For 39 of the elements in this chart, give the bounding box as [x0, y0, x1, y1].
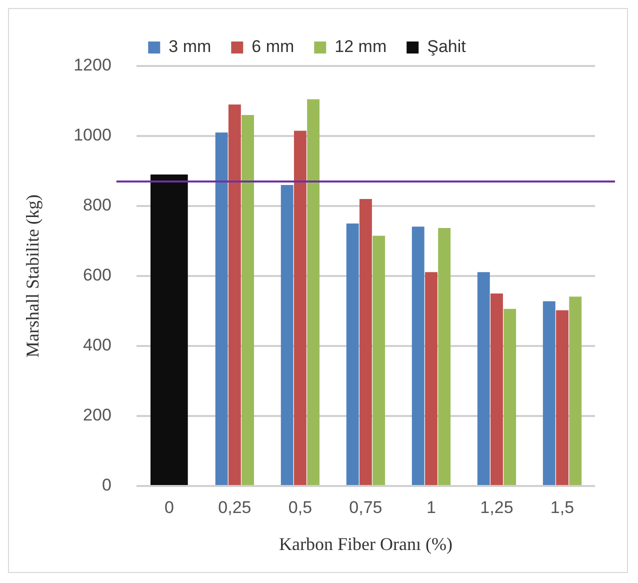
y-tick-label: 200	[83, 406, 112, 425]
bar	[280, 185, 294, 485]
y-tick-label: 400	[83, 336, 112, 355]
bar	[150, 174, 188, 485]
x-tick-label: 1,25	[480, 498, 514, 517]
bar	[490, 294, 503, 485]
bar	[215, 132, 228, 485]
bar	[372, 236, 386, 485]
bar	[504, 308, 516, 485]
bar	[294, 130, 306, 485]
legend-label: 12 mm	[334, 37, 387, 56]
x-tick-label: 1	[426, 498, 436, 517]
x-tick-label: 1,5	[550, 498, 574, 517]
legend-label: 3 mm	[168, 37, 212, 56]
bar	[477, 272, 490, 485]
y-tick-label: 800	[83, 196, 112, 215]
bar	[412, 226, 424, 485]
legend-label: Şahit	[427, 37, 466, 56]
y-tick-label: 0	[102, 476, 112, 495]
bar	[346, 224, 359, 485]
x-tick-label: 0	[164, 498, 174, 517]
bar	[542, 301, 556, 485]
x-axis-title: Karbon Fiber Oranı (%)	[278, 534, 452, 554]
legend-label: 6 mm	[252, 37, 294, 56]
y-tick-label: 600	[83, 266, 112, 285]
bar	[424, 272, 438, 485]
x-tick-label: 0,75	[349, 498, 382, 517]
bar	[307, 99, 320, 485]
bar	[228, 104, 241, 485]
x-tick-label: 0,5	[288, 498, 312, 517]
y-tick-label: 1000	[74, 126, 112, 145]
bar	[556, 310, 568, 485]
bar	[438, 228, 451, 485]
y-tick-label: 1200	[74, 56, 112, 75]
y-axis-title: Marshall Stabilite (kg)	[22, 194, 43, 358]
x-tick-label: 0,25	[218, 498, 252, 517]
bar	[359, 199, 372, 485]
bar	[569, 296, 582, 485]
bar	[242, 115, 254, 485]
